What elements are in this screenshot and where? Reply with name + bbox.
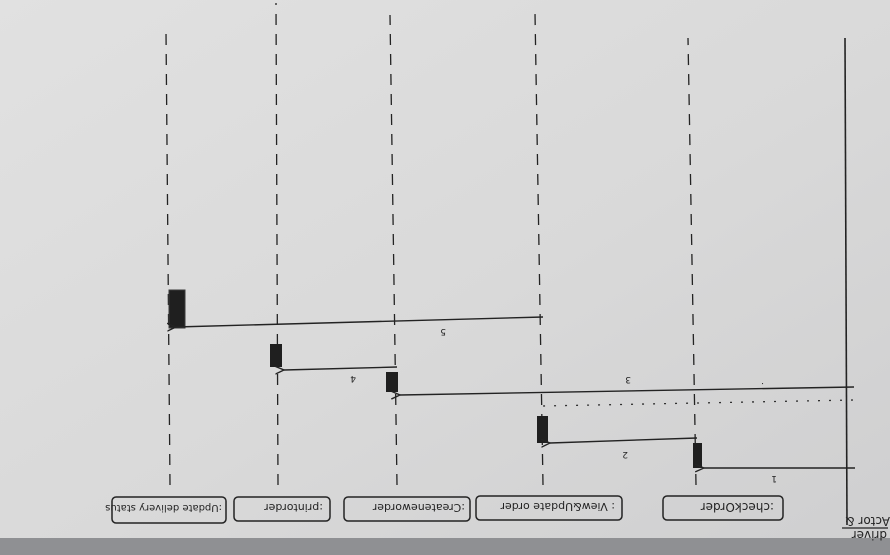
participant-label: :Createneworder	[372, 501, 465, 514]
participant-label: :printorder	[264, 501, 323, 514]
table-shadow	[0, 538, 890, 555]
paper-sheet	[0, 0, 890, 540]
message-3-tick: .	[761, 380, 764, 390]
return-dotted-line	[542, 399, 854, 407]
activation-update-delivery-status	[168, 289, 186, 329]
message-3-label: 3	[625, 374, 631, 384]
participant-label: :checkOrder	[701, 500, 774, 514]
lifeline-print-order	[275, 2, 279, 486]
message-5-label: 5	[440, 326, 446, 336]
message-2-label: 2	[622, 449, 628, 459]
lifeline-update-delivery-status	[165, 30, 171, 486]
message-2-arrow	[550, 437, 698, 443]
participant-print-order: :printorder	[233, 496, 331, 522]
message-4-arrow	[284, 367, 398, 370]
participant-create-new-order: :Createneworder	[343, 496, 471, 522]
diagram-content: Actor & driver :checkOrder : View&Update…	[105, 2, 890, 542]
participant-view-update-order: : View&Update order	[475, 495, 623, 521]
actor-label: Actor &	[845, 514, 890, 528]
activation-check-order	[693, 443, 702, 468]
participant-label: : View&Update order	[500, 500, 615, 513]
message-1-label: 1	[771, 473, 777, 483]
message-5-arrow	[176, 316, 544, 327]
activation-print-order	[270, 344, 282, 367]
message-4-label: 4	[350, 373, 356, 383]
lifeline-check-order	[687, 37, 697, 486]
participant-label: :Update delivery status	[105, 502, 222, 513]
actor-lifeline	[844, 37, 848, 526]
activation-create-new-order	[386, 372, 398, 392]
message-3-arrow	[400, 386, 855, 395]
activation-view-update-order	[537, 416, 548, 443]
participant-check-order: :checkOrder	[662, 495, 784, 521]
actor-sublabel: driver	[852, 528, 887, 542]
participant-update-delivery-status: :Update delivery status	[105, 496, 227, 524]
